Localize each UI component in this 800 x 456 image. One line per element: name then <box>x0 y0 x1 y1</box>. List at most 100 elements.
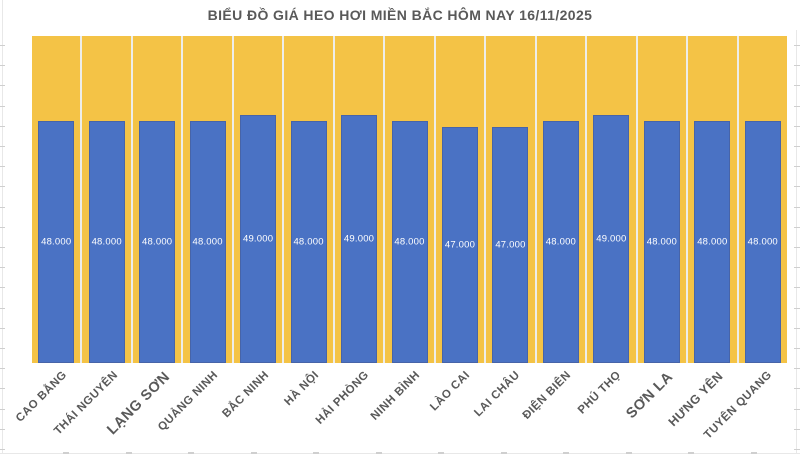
bar-10: 48.000 <box>542 121 579 363</box>
x-axis-label-14: TUYÊN QUANG <box>701 369 775 442</box>
bar-6: 49.000 <box>341 115 378 363</box>
category-cell: 48.000 <box>635 36 686 363</box>
bar-7: 48.000 <box>391 121 428 363</box>
bar-12: 48.000 <box>643 121 680 363</box>
bar-value-label: 48.000 <box>293 236 324 248</box>
category-cell: 48.000 <box>534 36 585 363</box>
sheet-col-tick <box>376 452 382 454</box>
sheet-row-tick <box>794 409 800 410</box>
x-axis-label-9: LAI CHÂU <box>472 369 523 420</box>
bar-value-label: 48.000 <box>192 236 223 248</box>
x-axis-label-10: ĐIỆN BIÊN <box>520 369 573 422</box>
x-axis-label-0: CAO BẰNG <box>14 369 70 425</box>
sheet-row-tick <box>794 429 800 430</box>
sheet-row-tick <box>0 186 5 187</box>
sheet-row-tick <box>794 368 800 369</box>
bar-5: 48.000 <box>290 121 327 363</box>
sheet-row-tick <box>0 328 5 329</box>
sheet-column-line-left <box>2 0 3 453</box>
category-cell: 48.000 <box>686 36 736 363</box>
bar-value-label: 48.000 <box>41 236 72 248</box>
sheet-col-tick <box>501 452 507 454</box>
bar-9: 47.000 <box>492 127 529 363</box>
bar-value-label: 49.000 <box>242 233 274 245</box>
sheet-col-tick <box>438 452 444 454</box>
sheet-column-line-right <box>796 30 797 453</box>
sheet-row-tick <box>794 85 800 86</box>
sheet-row-tick <box>794 146 800 147</box>
sheet-row-tick <box>0 166 5 167</box>
sheet-row-tick <box>794 328 800 329</box>
bar-value-label: 47.000 <box>444 239 476 251</box>
bar-value-label: 48.000 <box>142 236 173 248</box>
sheet-row-tick <box>0 65 5 66</box>
sheet-row-tick <box>794 227 800 228</box>
sheet-col-tick <box>126 452 132 454</box>
sheet-col-tick <box>688 452 694 454</box>
bar-value-label: 48.000 <box>697 236 728 248</box>
bar-0: 48.000 <box>38 121 75 363</box>
bar-value-label: 48.000 <box>747 236 778 248</box>
category-cell: 48.000 <box>80 36 130 363</box>
sheet-row-tick <box>794 388 800 389</box>
bar-value-label: 47.000 <box>495 239 526 251</box>
x-axis-label-7: NINH BÌNH <box>368 369 422 423</box>
sheet-row-tick <box>0 388 5 389</box>
x-axis-label-11: PHÚ THỌ <box>575 369 624 417</box>
x-axis-label-4: BẮC NINH <box>219 369 271 421</box>
bar-8: 47.000 <box>441 127 478 363</box>
x-axis-label-13: HƯNG YÊN <box>665 369 726 430</box>
category-cell: 47.000 <box>433 36 484 363</box>
sheet-row-tick <box>794 449 800 450</box>
x-axis-label-12: SƠN LA <box>623 369 677 422</box>
bar-value-label: 48.000 <box>91 236 122 248</box>
bar-value-label: 49.000 <box>343 233 375 245</box>
chart-title: BIỂU ĐỒ GIÁ HEO HƠI MIỀN BẮC HÔM NAY 16/… <box>207 7 593 23</box>
category-cell: 47.000 <box>484 36 534 363</box>
bar-4: 49.000 <box>240 115 277 363</box>
bar-value-label: 48.000 <box>394 236 425 248</box>
sheet-row-tick <box>0 106 5 107</box>
sheet-row-tick <box>0 227 5 228</box>
sheet-row-tick <box>0 85 5 86</box>
sheet-col-tick <box>563 452 569 454</box>
sheet-col-tick <box>313 452 319 454</box>
sheet-row-tick <box>0 308 5 309</box>
sheet-row-tick <box>0 449 5 450</box>
sheet-row-tick <box>0 429 5 430</box>
bar-value-label: 48.000 <box>545 236 577 248</box>
bar-3: 48.000 <box>189 121 226 363</box>
x-axis-label-6: HẢI PHÒNG <box>313 369 372 427</box>
sheet-row-tick <box>794 207 800 208</box>
sheet-bottom-line <box>0 453 800 454</box>
x-axis-label-8: LÀO CAI <box>427 369 473 414</box>
sheet-row-tick <box>0 267 5 268</box>
category-cell: 48.000 <box>32 36 80 363</box>
bar-value-label: 49.000 <box>596 233 627 245</box>
category-cell: 48.000 <box>383 36 433 363</box>
x-axis-label-1: THÁI NGUYÊN <box>51 369 120 438</box>
plot-area: 48.000 48.000 48.000 48.000 49.000 48.000 49.0… <box>32 36 787 363</box>
sheet-row-tick <box>794 308 800 309</box>
sheet-row-tick <box>0 207 5 208</box>
sheet-row-tick <box>794 348 800 349</box>
category-cell: 48.000 <box>130 36 181 363</box>
sheet-col-tick <box>63 452 69 454</box>
sheet-row-tick <box>794 267 800 268</box>
category-cell: 48.000 <box>282 36 332 363</box>
bar-11: 49.000 <box>593 115 630 363</box>
sheet-row-tick <box>0 247 5 248</box>
sheet-row-tick <box>0 348 5 349</box>
sheet-col-tick <box>626 452 632 454</box>
sheet-col-tick <box>188 452 194 454</box>
x-axis-label-3: QUẢNG NINH <box>156 369 221 434</box>
sheet-col-tick <box>251 452 257 454</box>
sheet-row-tick <box>794 126 800 127</box>
bar-1: 48.000 <box>88 121 125 363</box>
sheet-row-tick <box>794 166 800 167</box>
x-axis-label-5: HÀ NỘI <box>282 369 322 409</box>
bar-2: 48.000 <box>139 121 176 363</box>
category-cell: 49.000 <box>231 36 282 363</box>
category-cell: 48.000 <box>181 36 231 363</box>
category-cell: 48.000 <box>736 36 787 363</box>
